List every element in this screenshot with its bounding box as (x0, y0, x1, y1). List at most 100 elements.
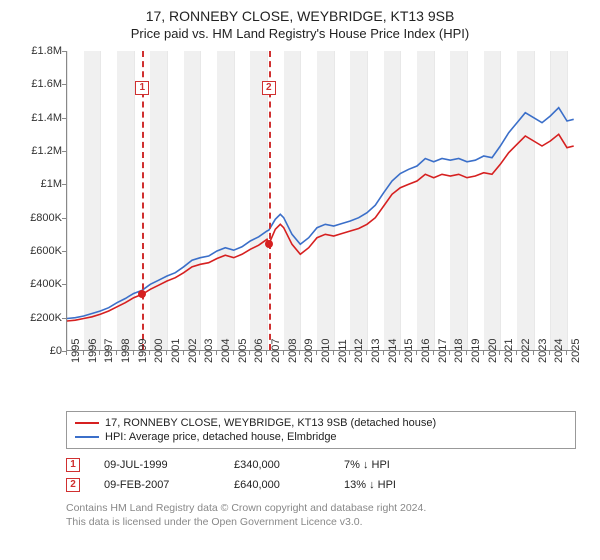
x-axis-tick (499, 351, 500, 355)
figure-container: 17, RONNEBY CLOSE, WEYBRIDGE, KT13 9SB P… (0, 0, 600, 535)
y-axis-tick (62, 218, 66, 219)
y-axis-tick (62, 318, 66, 319)
x-axis-label: 2024 (553, 339, 565, 363)
x-axis-tick (233, 351, 234, 355)
x-axis-tick (416, 351, 417, 355)
x-axis-label: 2019 (470, 339, 482, 363)
sale-dot (138, 290, 146, 298)
x-axis-tick (399, 351, 400, 355)
y-axis-tick (62, 84, 66, 85)
sale-row: 109-JUL-1999£340,0007% ↓ HPI (66, 455, 576, 475)
sale-delta: 7% ↓ HPI (344, 459, 576, 471)
x-axis-label: 1999 (137, 339, 149, 363)
y-axis-tick (62, 118, 66, 119)
x-axis-tick (166, 351, 167, 355)
sale-row-badge: 2 (66, 478, 80, 492)
y-axis-label: £1M (41, 178, 62, 190)
sale-row: 209-FEB-2007£640,00013% ↓ HPI (66, 475, 576, 495)
x-axis-label: 2005 (237, 339, 249, 363)
x-axis-label: 1996 (87, 339, 99, 363)
y-axis-label: £1.8M (31, 45, 62, 57)
x-axis-label: 2018 (453, 339, 465, 363)
y-axis-label: £1.4M (31, 112, 62, 124)
x-axis-tick (149, 351, 150, 355)
sales-table: 109-JUL-1999£340,0007% ↓ HPI 2 09-FEB-2007… (66, 455, 576, 495)
y-axis-tick (62, 284, 66, 285)
x-axis-tick (216, 351, 217, 355)
x-axis-tick (349, 351, 350, 355)
x-axis-label: 2008 (287, 339, 299, 363)
x-axis-label: 2003 (203, 339, 215, 363)
x-axis-tick (466, 351, 467, 355)
y-axis-label: £1.2M (31, 145, 62, 157)
x-axis-label: 2023 (537, 339, 549, 363)
sale-price: £340,000 (234, 459, 344, 471)
legend-box: 17, RONNEBY CLOSE, WEYBRIDGE, KT13 9SB (… (66, 411, 576, 449)
x-axis-label: 2011 (337, 339, 349, 363)
y-axis-label: £0 (50, 345, 62, 357)
y-axis-tick (62, 251, 66, 252)
sale-badge: 2 (262, 81, 276, 95)
y-axis-label: £800K (30, 212, 62, 224)
x-axis-tick (383, 351, 384, 355)
x-axis-label: 2016 (420, 339, 432, 363)
plot-region: 12 (66, 51, 576, 351)
x-axis-tick (283, 351, 284, 355)
chart-subtitle: Price paid vs. HM Land Registry's House … (10, 26, 590, 41)
y-axis-label: £600K (30, 245, 62, 257)
chart-area: 12 £0£200K£400K£600K£800K£1M£1.2M£1.4M£1… (10, 47, 590, 407)
x-axis-label: 2021 (503, 339, 515, 363)
x-axis-tick (316, 351, 317, 355)
x-axis-label: 2015 (403, 339, 415, 363)
x-axis-tick (249, 351, 250, 355)
sale-marker-line (142, 51, 144, 350)
x-axis-label: 2010 (320, 339, 332, 363)
legend-swatch (75, 422, 99, 424)
x-axis-tick (549, 351, 550, 355)
x-axis-label: 2012 (353, 339, 365, 363)
x-axis-tick (83, 351, 84, 355)
x-axis-label: 2014 (387, 339, 399, 363)
y-axis-tick (62, 184, 66, 185)
x-axis-label: 1995 (70, 339, 82, 363)
footer-line-1: Contains HM Land Registry data © Crown c… (66, 501, 576, 515)
y-axis-tick (62, 151, 66, 152)
x-axis-label: 2009 (303, 339, 315, 363)
x-axis-label: 1998 (120, 339, 132, 363)
legend-label: HPI: Average price, detached house, Elmb… (105, 431, 337, 443)
x-axis-label: 2013 (370, 339, 382, 363)
x-axis-tick (433, 351, 434, 355)
x-axis-label: 2007 (270, 339, 282, 363)
legend-swatch (75, 436, 99, 438)
x-axis-tick (183, 351, 184, 355)
x-axis-tick (483, 351, 484, 355)
sale-delta: 13% ↓ HPI (344, 479, 576, 491)
x-axis-label: 2001 (170, 339, 182, 363)
x-axis-label: 2002 (187, 339, 199, 363)
y-axis-tick (62, 51, 66, 52)
chart-title: 17, RONNEBY CLOSE, WEYBRIDGE, KT13 9SB (10, 8, 590, 24)
x-axis-tick (449, 351, 450, 355)
sale-row-badge: 1 (66, 458, 80, 472)
x-axis-tick (116, 351, 117, 355)
attribution-footer: Contains HM Land Registry data © Crown c… (66, 501, 576, 529)
x-axis-label: 2000 (153, 339, 165, 363)
y-axis-label: £400K (30, 278, 62, 290)
x-axis-label: 2017 (437, 339, 449, 363)
sale-date: 09-FEB-2007 (104, 479, 234, 491)
x-axis-label: 2022 (520, 339, 532, 363)
x-axis-tick (299, 351, 300, 355)
sale-dot (265, 240, 273, 248)
x-axis-label: 2006 (253, 339, 265, 363)
sale-marker-line (269, 51, 271, 350)
y-axis-label: £1.6M (31, 78, 62, 90)
x-axis-label: 2020 (487, 339, 499, 363)
x-axis-label: 2004 (220, 339, 232, 363)
sale-badge: 1 (135, 81, 149, 95)
x-axis-tick (366, 351, 367, 355)
title-block: 17, RONNEBY CLOSE, WEYBRIDGE, KT13 9SB P… (10, 8, 590, 41)
x-axis-tick (133, 351, 134, 355)
legend-row: HPI: Average price, detached house, Elmb… (75, 430, 567, 444)
legend-label: 17, RONNEBY CLOSE, WEYBRIDGE, KT13 9SB (… (105, 417, 436, 429)
x-axis-tick (566, 351, 567, 355)
